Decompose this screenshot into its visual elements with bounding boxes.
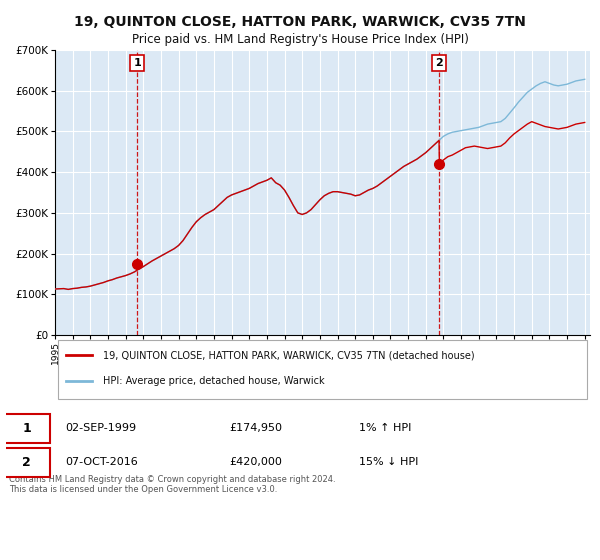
- FancyBboxPatch shape: [3, 449, 50, 477]
- Text: 1: 1: [134, 58, 142, 68]
- Text: 02-SEP-1999: 02-SEP-1999: [65, 423, 136, 433]
- Text: 2: 2: [22, 456, 31, 469]
- Text: 07-OCT-2016: 07-OCT-2016: [65, 458, 137, 467]
- Text: 19, QUINTON CLOSE, HATTON PARK, WARWICK, CV35 7TN: 19, QUINTON CLOSE, HATTON PARK, WARWICK,…: [74, 15, 526, 29]
- Text: Contains HM Land Registry data © Crown copyright and database right 2024.
This d: Contains HM Land Registry data © Crown c…: [9, 475, 335, 494]
- Text: 19, QUINTON CLOSE, HATTON PARK, WARWICK, CV35 7TN (detached house): 19, QUINTON CLOSE, HATTON PARK, WARWICK,…: [103, 350, 475, 360]
- Text: £174,950: £174,950: [229, 423, 283, 433]
- FancyBboxPatch shape: [3, 414, 50, 443]
- Text: 1: 1: [22, 422, 31, 435]
- Text: £420,000: £420,000: [229, 458, 283, 467]
- Text: Price paid vs. HM Land Registry's House Price Index (HPI): Price paid vs. HM Land Registry's House …: [131, 33, 469, 46]
- Text: 2: 2: [436, 58, 443, 68]
- Text: 1% ↑ HPI: 1% ↑ HPI: [359, 423, 411, 433]
- Text: 15% ↓ HPI: 15% ↓ HPI: [359, 458, 418, 467]
- Text: HPI: Average price, detached house, Warwick: HPI: Average price, detached house, Warw…: [103, 376, 325, 386]
